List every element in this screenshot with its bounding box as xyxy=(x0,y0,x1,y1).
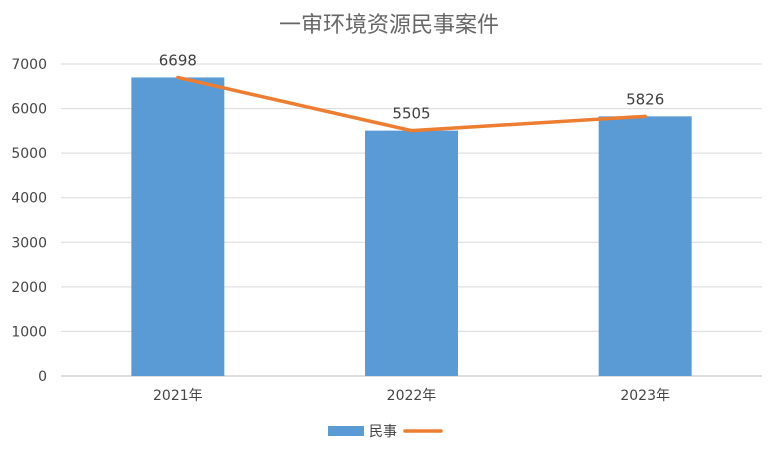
data-label: 5826 xyxy=(626,90,664,108)
line-series xyxy=(176,75,647,133)
data-label: 5505 xyxy=(392,105,430,123)
bar xyxy=(131,77,225,376)
x-tick-label: 2021年 xyxy=(153,388,203,404)
bar xyxy=(365,130,458,376)
x-tick-label: 2023年 xyxy=(620,388,670,404)
y-tick-label: 6000 xyxy=(11,102,47,118)
y-tick-label: 3000 xyxy=(11,235,47,251)
legend: 民事 xyxy=(328,424,443,440)
y-tick-label: 5000 xyxy=(11,146,47,162)
legend-bar-label: 民事 xyxy=(369,424,397,440)
chart-title: 一审环境资源民事案件 xyxy=(279,13,499,38)
y-tick-label: 1000 xyxy=(11,324,47,340)
legend-bar-swatch xyxy=(328,426,364,436)
y-tick-label: 7000 xyxy=(11,57,47,73)
y-tick-label: 4000 xyxy=(11,191,47,207)
y-tick-label: 0 xyxy=(38,369,47,385)
y-tick-label: 2000 xyxy=(11,280,47,296)
bar xyxy=(598,116,692,377)
x-tick-label: 2022年 xyxy=(387,388,437,404)
data-label: 6698 xyxy=(159,51,197,69)
